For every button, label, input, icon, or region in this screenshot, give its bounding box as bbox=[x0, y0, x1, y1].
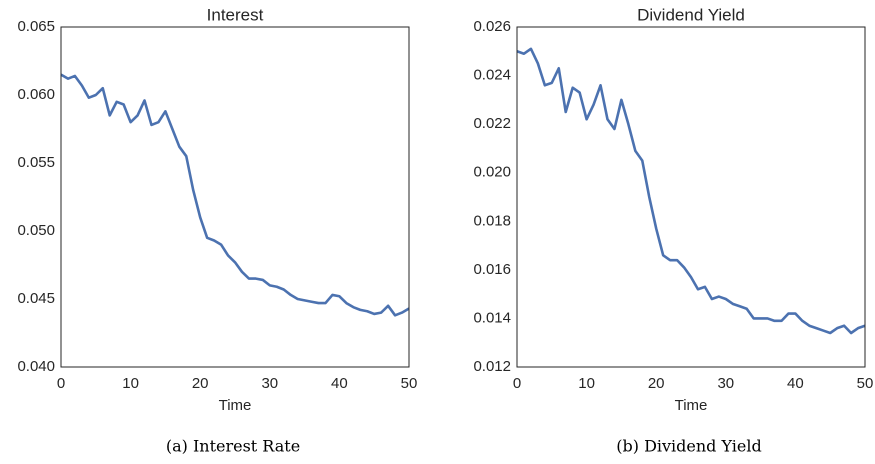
caption: (a) Interest Rate bbox=[166, 437, 300, 456]
x-tick-label: 30 bbox=[261, 375, 278, 392]
caption: (b) Dividend Yield bbox=[616, 437, 761, 456]
x-tick-label: 40 bbox=[331, 375, 348, 392]
x-tick-label: 20 bbox=[192, 375, 209, 392]
line-series bbox=[516, 47, 866, 335]
chart-title: Interest bbox=[207, 5, 264, 24]
y-tick-label: 0.018 bbox=[473, 212, 511, 229]
y-tick-label: 0.022 bbox=[473, 115, 511, 132]
y-tick-label: 0.012 bbox=[473, 358, 511, 375]
y-tick-label: 0.055 bbox=[17, 154, 55, 171]
y-tick-label: 0.060 bbox=[17, 86, 55, 103]
plot-frame bbox=[516, 26, 866, 368]
y-tick-label: 0.016 bbox=[473, 261, 511, 278]
x-tick-label: 30 bbox=[717, 375, 734, 392]
chart-title: Dividend Yield bbox=[637, 5, 745, 24]
x-tick-label: 40 bbox=[787, 375, 804, 392]
line-series bbox=[60, 73, 410, 317]
x-tick-label: 10 bbox=[122, 375, 139, 392]
y-tick-label: 0.040 bbox=[17, 358, 55, 375]
x-tick-label: 50 bbox=[857, 375, 874, 392]
x-tick-label: 10 bbox=[578, 375, 595, 392]
y-tick-label: 0.026 bbox=[473, 18, 511, 35]
x-tick-label: 0 bbox=[57, 375, 65, 392]
y-tick-label: 0.065 bbox=[17, 18, 55, 35]
x-tick-label: 20 bbox=[648, 375, 665, 392]
x-axis-label: Time bbox=[675, 397, 708, 414]
y-tick-label: 0.014 bbox=[473, 309, 511, 326]
x-tick-label: 0 bbox=[513, 375, 521, 392]
x-axis-label: Time bbox=[219, 397, 252, 414]
y-tick-label: 0.045 bbox=[17, 290, 55, 307]
x-tick-label: 50 bbox=[401, 375, 418, 392]
y-tick-label: 0.020 bbox=[473, 164, 511, 181]
y-tick-label: 0.050 bbox=[17, 222, 55, 239]
y-tick-label: 0.024 bbox=[473, 67, 511, 84]
plot-frame bbox=[60, 26, 410, 368]
